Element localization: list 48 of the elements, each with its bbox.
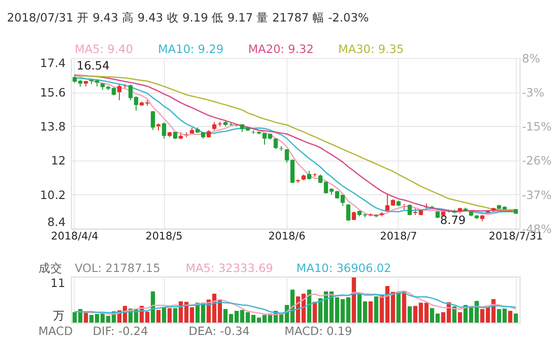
bar <box>368 301 373 323</box>
bar <box>352 277 356 323</box>
y2-tick-label: -3% <box>522 85 544 100</box>
series-label: VOL: 21787.15 <box>74 260 160 275</box>
text: DEA: -0.34 <box>188 324 250 338</box>
bar <box>312 302 317 323</box>
bar <box>408 306 412 323</box>
text: MA5: 32333.69 <box>186 260 274 275</box>
bar <box>458 312 462 323</box>
text: 11 <box>50 276 66 290</box>
bar <box>514 314 518 323</box>
y-tick-label: 15.6 <box>40 85 66 100</box>
y-axis-title: 万 <box>53 308 66 323</box>
annotation: 16.54 <box>76 58 110 72</box>
x-tick-label: 2018/6 <box>268 230 306 243</box>
y2-tick-label: -26% <box>522 154 552 168</box>
x-tick-label: 2018/4/4 <box>51 230 99 243</box>
text: MA30: 9.35 <box>338 42 404 56</box>
y2-tick-label: -15% <box>522 120 552 134</box>
bar <box>374 296 378 323</box>
bar <box>307 290 312 323</box>
bar <box>402 291 406 323</box>
bar <box>173 308 178 323</box>
x-tick-label: 2018/7/31 <box>488 230 543 243</box>
y-tick-label: 10.2 <box>40 188 66 202</box>
text: MACD: 0.19 <box>284 324 352 338</box>
series-label: MA10: 36906.02 <box>296 260 392 275</box>
text: MA20: 9.32 <box>248 42 314 56</box>
y2-tick-label: 8% <box>522 51 540 66</box>
series-label: MA5: 9.40 <box>74 42 134 56</box>
bar <box>156 310 161 323</box>
y-tick-label: 8.4 <box>47 215 66 230</box>
chart-title: 成交 <box>38 260 62 275</box>
y2-tick-label: -37% <box>522 188 552 202</box>
y-tick-label: 13.8 <box>40 120 66 134</box>
text: DIF: -0.24 <box>92 324 148 338</box>
x-tick-label: 2018/5 <box>146 230 183 243</box>
text: MA10: 9.29 <box>158 42 224 56</box>
bar <box>84 312 88 323</box>
bar <box>168 308 172 323</box>
bar <box>162 307 166 323</box>
chart-title: 2018/07/31 开 9.43 高 9.43 收 9.19 低 9.17 量 21787 幅 -2.03% <box>6 10 369 25</box>
text: MACD <box>38 324 73 338</box>
y-tick-label: 17.4 <box>40 56 66 70</box>
x-tick-label: 2018/7 <box>380 230 418 243</box>
bar <box>508 310 512 323</box>
y-tick-label: 12 <box>51 154 66 168</box>
annotation: 8.79 <box>440 212 466 227</box>
